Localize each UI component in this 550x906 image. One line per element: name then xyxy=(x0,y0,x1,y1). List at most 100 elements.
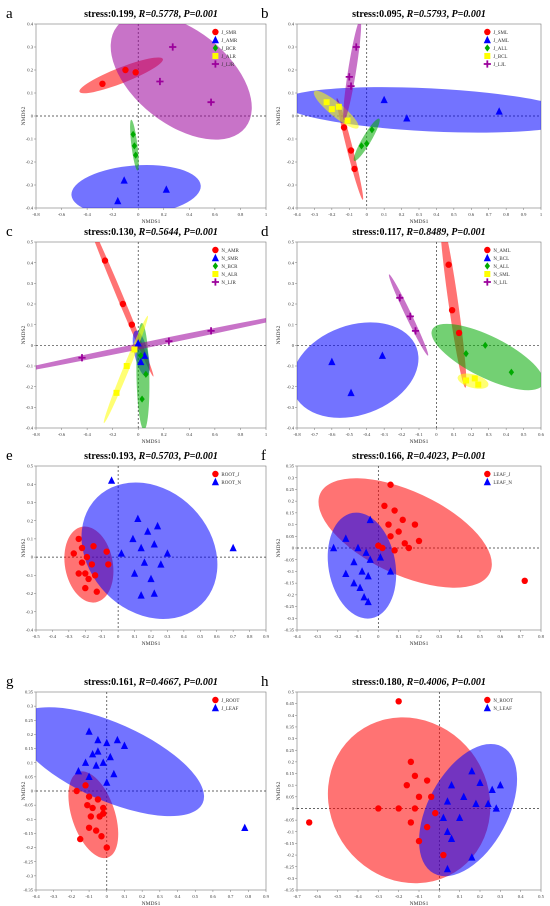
point-j-root xyxy=(103,844,110,851)
legend: J_SML J_AML J_ALL J_BCL J_LJL xyxy=(483,28,509,68)
x-tick-label: 0.5 xyxy=(477,634,483,639)
point-n-leaf xyxy=(476,778,484,787)
y-tick-label: -0.2 xyxy=(287,592,295,597)
x-tick-label: -0.5 xyxy=(334,894,342,899)
point-root-n xyxy=(107,476,116,484)
point-n-ljr xyxy=(78,354,86,362)
data-points xyxy=(323,43,503,173)
point-n-leaf xyxy=(443,797,452,805)
x-tick-label: 0.2 xyxy=(148,634,154,639)
point-leaf-j xyxy=(391,507,398,514)
legend-marker-n-ljr xyxy=(211,278,219,286)
y-tick-label: 0.3 xyxy=(27,45,33,50)
y-tick-label: 0.35 xyxy=(286,725,295,730)
x-tick-label: 0 xyxy=(137,432,140,437)
panel-letter: e xyxy=(6,448,13,464)
x-tick-label: -0.4 xyxy=(293,634,301,639)
y-tick-label: -0.4 xyxy=(26,426,34,431)
point-n-leaf xyxy=(460,792,468,801)
x-tick-label: -0.2 xyxy=(395,894,403,899)
point-j-root xyxy=(100,804,107,812)
legend-label: J_LJL xyxy=(493,63,506,68)
point-j-ljl xyxy=(352,43,360,51)
legend-marker-root-j xyxy=(212,470,219,478)
x-tick-label: -0.1 xyxy=(415,432,423,437)
point-n-root xyxy=(395,805,402,812)
y-tick-label: -0.3 xyxy=(26,405,34,410)
point-j-smr xyxy=(132,69,139,76)
y-tick-label: 0 xyxy=(31,789,34,794)
point-leaf-n xyxy=(354,543,362,552)
y-tick-label: 0.3 xyxy=(288,45,294,50)
point-leaf-n xyxy=(350,557,358,566)
x-tick-label: -0.5 xyxy=(346,432,354,437)
panel-letter: d xyxy=(261,224,269,240)
x-tick-label: -0.4 xyxy=(354,894,362,899)
x-tick-label: 0.1 xyxy=(396,634,402,639)
point-j-ljr xyxy=(169,43,177,51)
x-tick-label: 0.6 xyxy=(212,212,218,217)
x-tick-label: 0.4 xyxy=(186,212,192,217)
x-tick-label: -0.2 xyxy=(82,634,90,639)
point-n-alr xyxy=(113,389,120,396)
y-tick-label: 0 xyxy=(292,546,295,551)
legend-label: J_LJR xyxy=(221,63,234,68)
y-tick-label: -0.25 xyxy=(284,604,294,609)
point-j-ljr xyxy=(207,98,215,106)
point-leaf-n xyxy=(342,569,350,577)
x-tick-label: 0.4 xyxy=(434,212,440,217)
point-root-j xyxy=(85,575,92,583)
legend-marker-n-bcl xyxy=(483,253,491,262)
title-r: R=0.4667 xyxy=(138,677,180,688)
panel-f: f stress:0.166, R=0.4023, P=0.001-0.4 -0.3… xyxy=(261,448,545,647)
point-j-amr xyxy=(114,196,122,205)
x-tick-label: 0.7 xyxy=(486,212,492,217)
legend: N_ROOT N_LEAF xyxy=(483,696,513,712)
point-j-ljr xyxy=(156,77,164,86)
x-tick-label: 0.3 xyxy=(497,894,503,899)
y-tick-label: -0.25 xyxy=(23,859,33,864)
point-j-root xyxy=(73,787,80,795)
legend-marker-n-ljl xyxy=(483,278,491,286)
y-tick-label: -0.1 xyxy=(26,573,34,578)
point-n-root xyxy=(423,777,431,784)
y-tick-label: 0 xyxy=(292,343,295,348)
x-tick-label: -0.1 xyxy=(85,894,93,899)
point-n-root xyxy=(440,851,447,859)
y-tick-label: -0.2 xyxy=(287,384,295,389)
point-j-all xyxy=(369,126,375,134)
point-root-n xyxy=(129,534,137,543)
y-tick-label: 0.3 xyxy=(288,475,294,480)
x-tick-label: -0.1 xyxy=(415,894,423,899)
plot-frame xyxy=(35,241,267,429)
x-tick-label: 0.8 xyxy=(247,634,253,639)
y-tick-label: -0.3 xyxy=(26,183,34,188)
y-tick-label: 0.4 xyxy=(27,482,33,487)
y-tick-label: -0.15 xyxy=(23,831,33,836)
point-n-root xyxy=(411,772,419,780)
y-tick-label: 0.2 xyxy=(27,302,33,307)
legend-label: N_LJR xyxy=(221,281,236,286)
y-axis-label: NMDS2 xyxy=(276,106,282,125)
point-n-root xyxy=(432,809,439,817)
x-tick-label: 0 xyxy=(438,894,441,899)
point-j-root xyxy=(85,793,93,800)
point-j-leaf xyxy=(241,823,249,831)
y-tick-label: -0.4 xyxy=(26,628,34,633)
y-tick-label: -0.1 xyxy=(287,364,295,369)
panel-letter: g xyxy=(6,674,14,690)
legend-marker-j-all xyxy=(484,44,491,52)
y-tick-label: 0.5 xyxy=(27,464,33,469)
title-stress: stress:0.130 xyxy=(84,227,134,238)
point-n-bcr xyxy=(138,352,144,360)
x-tick-label: 0.9 xyxy=(263,894,269,899)
chart-title: stress:0.117, R=0.8489, P=0.001 xyxy=(352,227,485,238)
point-n-root xyxy=(415,837,423,845)
point-root-j xyxy=(103,548,110,555)
point-j-sml xyxy=(351,165,358,173)
y-tick-label: 0.2 xyxy=(27,68,33,73)
title-r: R=0.8489 xyxy=(405,227,446,238)
y-tick-label: 0.1 xyxy=(27,322,33,327)
y-tick-label: 0.1 xyxy=(27,91,33,96)
